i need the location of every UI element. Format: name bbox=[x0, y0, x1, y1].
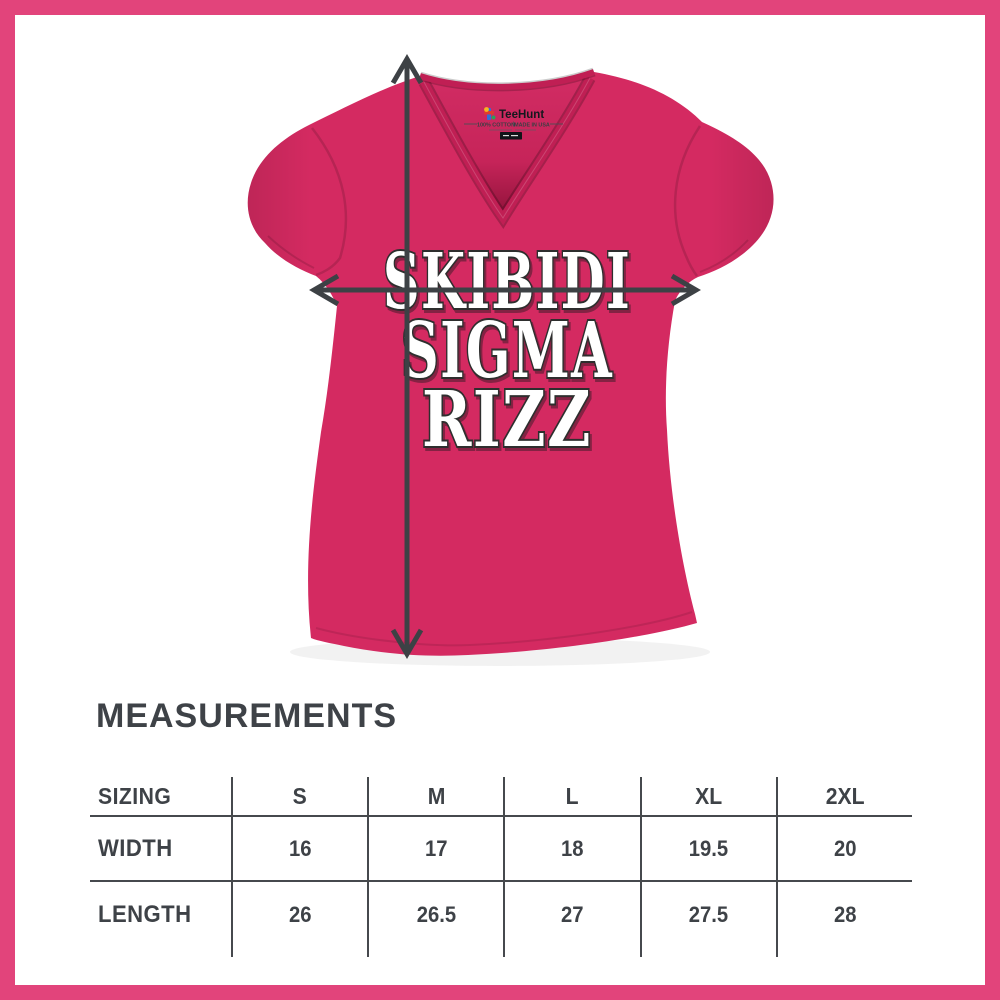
cell-value: 20 bbox=[833, 835, 857, 861]
col-header-label: SIZING bbox=[98, 782, 172, 809]
width-m: 17 bbox=[367, 817, 504, 882]
shirt-print-line-3: RIZZ bbox=[422, 375, 592, 465]
cell-value: 28 bbox=[833, 901, 857, 927]
cell-value: 27.5 bbox=[688, 901, 729, 927]
shirt-print-line-1: SKIBIDI bbox=[383, 237, 631, 327]
table-divider-tail bbox=[639, 947, 776, 957]
length-l: 27 bbox=[503, 882, 639, 947]
cell-value: 26 bbox=[288, 901, 312, 927]
table-divider-tail bbox=[775, 947, 912, 957]
measurements-table: SIZING S M L XL 2XL WIDTH 16 17 18 19.5 … bbox=[90, 777, 912, 957]
size-tag bbox=[500, 132, 522, 140]
width-s: 16 bbox=[231, 817, 368, 882]
col-header-s: S bbox=[231, 777, 368, 817]
col-header-label: 2XL bbox=[825, 782, 865, 809]
shirt-print-line-2: SIGMA bbox=[401, 306, 613, 396]
brand-name: TeeHunt bbox=[499, 109, 544, 121]
label-fabric: 100% COTTON bbox=[477, 123, 515, 129]
measurements-heading: MEASUREMENTS bbox=[96, 697, 398, 735]
table-divider-tail bbox=[503, 947, 639, 957]
col-header-m: M bbox=[367, 777, 504, 817]
shirt-print: SKIBIDI SIGMA RIZZ bbox=[381, 235, 631, 467]
table-divider-tail bbox=[231, 947, 367, 957]
table-divider-tail bbox=[90, 947, 231, 957]
length-arrow bbox=[390, 54, 424, 659]
row-label-length: LENGTH bbox=[90, 882, 231, 947]
label-origin: MADE IN USA bbox=[514, 123, 550, 129]
col-header-2xl: 2XL bbox=[775, 777, 912, 817]
width-xl: 19.5 bbox=[639, 817, 776, 882]
col-header-sizing: SIZING bbox=[90, 777, 231, 817]
col-header-xl: XL bbox=[639, 777, 776, 817]
col-header-label: M bbox=[427, 782, 446, 809]
col-header-l: L bbox=[503, 777, 640, 817]
row-label: LENGTH bbox=[98, 900, 192, 928]
col-header-label: S bbox=[293, 782, 308, 809]
care-text bbox=[489, 129, 536, 131]
teehunt-logo-icon bbox=[484, 107, 496, 120]
row-label: WIDTH bbox=[98, 834, 173, 862]
length-m: 26.5 bbox=[367, 882, 503, 947]
length-s: 26 bbox=[231, 882, 367, 947]
row-label-width: WIDTH bbox=[90, 817, 231, 882]
table-divider-tail bbox=[367, 947, 503, 957]
cell-value: 19.5 bbox=[688, 835, 729, 861]
cell-value: 18 bbox=[561, 835, 584, 861]
tshirt-graphic: TeeHunt 100% COTTON MADE IN USA SKIBIDI … bbox=[247, 54, 774, 666]
length-2xl: 28 bbox=[775, 882, 912, 947]
tshirt-body bbox=[247, 72, 774, 656]
col-header-label: L bbox=[566, 782, 579, 809]
width-2xl: 20 bbox=[775, 817, 912, 882]
vneck-opening bbox=[420, 67, 594, 218]
length-xl: 27.5 bbox=[639, 882, 776, 947]
cell-value: 26.5 bbox=[416, 901, 456, 927]
cell-value: 16 bbox=[288, 835, 312, 861]
col-header-label: XL bbox=[695, 782, 723, 809]
width-l: 18 bbox=[503, 817, 640, 882]
width-arrow bbox=[309, 273, 701, 307]
cell-value: 27 bbox=[561, 901, 584, 927]
neck-label: TeeHunt 100% COTTON MADE IN USA bbox=[464, 107, 563, 140]
cell-value: 17 bbox=[425, 835, 448, 861]
